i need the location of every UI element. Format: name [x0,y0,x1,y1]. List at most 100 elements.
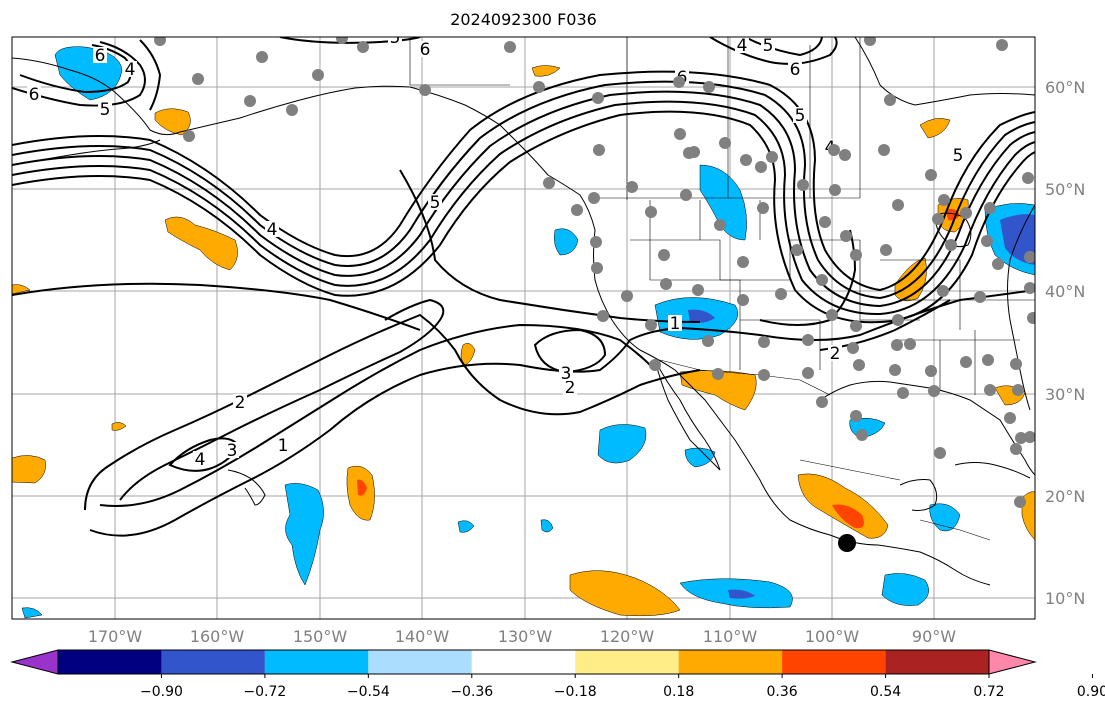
shade-blue [457,520,475,533]
contour-jet [12,100,1035,316]
shade-blue [881,573,929,606]
station-dot [592,92,604,104]
colorbar-tick-label: 0.36 [767,684,798,700]
station-dot [714,219,726,231]
contour-label: 5 [795,106,806,126]
station-dot [856,429,868,441]
station-dot [889,364,901,376]
station-dot [850,410,862,422]
station-dot [758,336,770,348]
contour-label: 4 [737,36,748,56]
station-dot [937,285,949,297]
station-dot [712,368,724,380]
station-dot [692,284,704,296]
colorbar-segment [368,650,472,674]
station-dot [938,194,950,206]
contour-label: 4 [125,60,136,80]
colorbar-segment [575,650,679,674]
contour-label: 6 [420,40,431,60]
station-dot [1024,251,1035,263]
colorbar-segment [161,650,265,674]
station-dot [740,154,752,166]
contour-label-bg [276,437,290,453]
coast-yucatan [899,479,938,511]
colorbar-tick-label: 0.54 [870,684,901,700]
contour-pacific [99,323,651,507]
colorbar-segment [264,650,369,674]
contour-label: 5 [390,28,401,48]
station-dot [981,235,993,247]
station-markers [154,37,1035,508]
colorbar-segment [782,650,886,674]
contour-label: 3 [227,441,238,461]
shade-orange [154,108,191,136]
shade-blue [684,447,716,468]
coast-east [1007,204,1035,411]
contour-label: 6 [29,85,40,105]
station-dot [1014,496,1026,508]
contour-label: 1 [278,436,289,456]
colorbar-tick-label: −0.90 [140,684,183,700]
longitude-label: 140°W [395,627,450,646]
island-cuba [954,462,1031,479]
station-dot [1010,358,1022,370]
station-dot [996,39,1008,51]
station-dot [797,179,809,191]
coastlines [12,37,1035,586]
station-dot [357,41,369,53]
station-dot [702,335,714,347]
station-dot [802,367,814,379]
contour-label-bg [668,315,682,331]
contour-label-bg [388,37,402,45]
station-dot [853,359,865,371]
longitude-label: 120°W [600,627,655,646]
station-dot [645,206,657,218]
station-dot [974,291,986,303]
contour-label-bg [563,379,577,395]
station-dot [626,181,638,193]
longitude-label: 130°W [498,627,553,646]
contour-label-bg [761,37,775,53]
station-dot [286,104,298,116]
station-dot [680,189,692,201]
station-dot [945,239,957,251]
shade-blue [553,228,579,256]
shade-orange [164,216,238,271]
latitude-label: 50°N [1045,180,1085,199]
station-dot [934,447,946,459]
station-dot [183,130,195,142]
station-dot [674,128,686,140]
station-dot [891,339,903,351]
station-dot [892,314,904,326]
contour-jet [12,80,1035,300]
station-dot [925,365,937,377]
colorbar-tick-label: −0.54 [347,684,390,700]
shade-blue [597,424,647,464]
contour-label: 2 [830,344,841,364]
contour-label: 5 [430,193,441,213]
contour-label: 5 [953,146,964,166]
station-dot [758,369,770,381]
station-dot [775,288,787,300]
station-dot [828,144,840,156]
colorbar-tick-label: −0.18 [554,684,597,700]
contour-label: 6 [790,60,801,80]
station-dot [755,161,767,173]
colorbar-extend-max [988,649,1037,675]
contour-label-bg [193,451,207,467]
longitude-label: 100°W [805,627,860,646]
contour-jet [12,70,1035,292]
contour-label: 2 [235,393,246,413]
station-dot [878,144,890,156]
colorbar-segment [885,650,989,674]
station-dot [850,249,862,261]
shade-orange [679,370,757,411]
station-dot [703,81,715,93]
contour-label-bg [233,394,247,410]
station-dot [591,262,603,274]
station-dot [673,76,685,88]
contour-label: 1 [670,314,681,334]
contour-label: 3 [561,364,572,384]
longitude-label: 90°W [912,627,956,646]
station-dot [1022,172,1034,184]
